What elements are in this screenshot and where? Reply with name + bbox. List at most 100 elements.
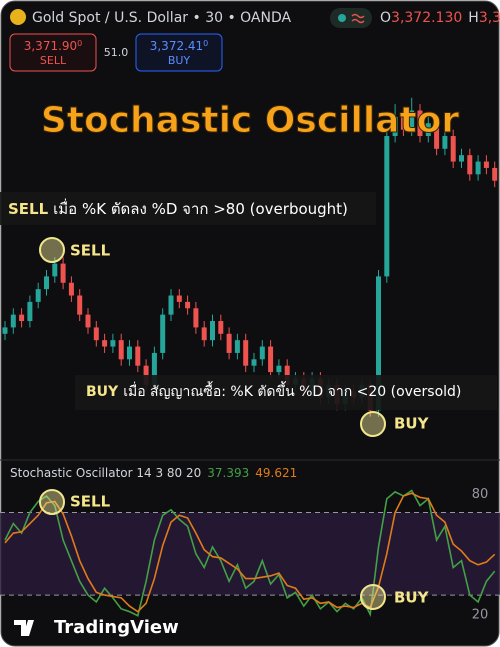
candle-body (193, 308, 199, 328)
buy-button[interactable] (135, 33, 223, 72)
buy-price: 3,372.410 (150, 39, 209, 53)
title: Stochastic Oscillator (41, 100, 460, 141)
osc-annotations: SELL BUY (39, 489, 430, 610)
candle-body (276, 365, 282, 373)
sell-price-small: 0 (77, 39, 82, 48)
candle-body (384, 136, 390, 277)
branding: TradingView (54, 617, 179, 638)
candle-body (409, 110, 415, 130)
y-tick-label: 80 (472, 487, 489, 502)
candle-body (467, 155, 473, 175)
spread: 51.0 (104, 46, 129, 59)
osc-buy-marker: BUY (394, 589, 430, 607)
candle-body (160, 314, 166, 353)
candle-body (151, 352, 157, 385)
sell-rule-text: เมื่อ %K ตัดลง %D จาก >80 (overbought) (53, 198, 348, 218)
candle-body (251, 359, 257, 366)
sell-marker-circle (39, 237, 65, 263)
candle-body (185, 301, 191, 309)
candle-body (459, 155, 464, 162)
candle-body (417, 110, 423, 137)
candle-body (226, 333, 232, 353)
candle-body (27, 301, 33, 322)
candle-body (102, 340, 108, 347)
osc-legend: Stochastic Oscillator 14 3 80 20 37.393 49… (10, 466, 297, 480)
osc-sell-marker: SELL (70, 493, 111, 511)
buy-rule-text: เมื่อ สัญญาณซื้อ: %K ตัดขึ้น %D จาก <20 … (123, 381, 461, 400)
sell-rule-box (0, 192, 376, 225)
candle-body (376, 276, 381, 411)
candle-body (475, 161, 481, 175)
osc-sell-circle (39, 489, 65, 515)
candle-body (93, 327, 99, 341)
high-label: H (468, 10, 479, 26)
buy-price-small: 0 (203, 39, 208, 48)
candle-body (176, 295, 182, 302)
open-value: 3,372.130 (391, 10, 462, 26)
candle-body (35, 289, 41, 302)
price-buy-marker: BUY (394, 415, 430, 433)
candle-body (19, 314, 25, 322)
sell-price-main: 3,371.90 (24, 39, 77, 53)
k-value: 37.393 (207, 466, 249, 480)
candle-body (434, 123, 440, 149)
sell-rule: SELL เมื่อ %K ตัดลง %D จาก >80 (overbough… (8, 198, 348, 218)
candle-body (110, 340, 116, 347)
candle-body (44, 276, 49, 290)
buy-rule-key: BUY (86, 384, 119, 400)
candle-body (52, 263, 58, 277)
buy-rule-box (75, 375, 497, 410)
sell-label: SELL (40, 54, 67, 67)
sell-button[interactable] (9, 33, 97, 72)
osc-buy-circle (360, 584, 386, 610)
sell-price: 3,371.900 (24, 39, 83, 53)
candle-body (442, 136, 448, 149)
status-dot (338, 14, 346, 22)
candle-body (234, 340, 240, 353)
d-value: 49.621 (255, 466, 297, 480)
candle-body (400, 116, 406, 130)
candle-body (492, 167, 498, 181)
sell-rule-key: SELL (8, 200, 49, 218)
buy-rule: BUY เมื่อ สัญญาณซื้อ: %K ตัดขึ้น %D จาก <… (86, 381, 461, 400)
candle-body (60, 263, 66, 283)
symbol: Gold Spot / U.S. Dollar • 30 • OANDA (32, 10, 292, 26)
tv-logo (14, 620, 34, 636)
candle-body (268, 346, 274, 373)
buy-price-main: 3,372.41 (150, 39, 203, 53)
open-label: O (380, 10, 391, 26)
stoch-line (4, 489, 496, 618)
buy-marker-circle (360, 411, 386, 437)
candle-body (118, 340, 124, 360)
status-icon (351, 13, 365, 24)
candle-body (10, 314, 16, 328)
high-value: 3,3 (479, 10, 500, 26)
candle-body (127, 346, 132, 360)
candle-body (68, 282, 74, 296)
candle-body (77, 295, 83, 315)
osc-title: Stochastic Oscillator 14 3 80 20 (10, 466, 201, 480)
candle-body (483, 161, 489, 168)
y-tick-label: 20 (472, 608, 489, 623)
buy-label: BUY (168, 54, 191, 67)
candle-body (85, 314, 91, 328)
candle-body (2, 327, 8, 334)
candle-body (425, 123, 431, 137)
candle-body (135, 346, 141, 366)
overbought-oversold-band (0, 512, 500, 596)
candle-body (450, 136, 456, 162)
candle-body (392, 116, 398, 137)
candle-body (243, 340, 249, 366)
stoch-line (4, 492, 496, 613)
candle-body (168, 295, 174, 315)
candle-body (259, 346, 265, 360)
ohlc: O3,372.130 H3,3 (380, 10, 500, 26)
candle-body (201, 327, 207, 341)
price-sell-marker: SELL (70, 242, 111, 260)
candle-body (218, 321, 224, 334)
symbol-icon (10, 9, 26, 25)
